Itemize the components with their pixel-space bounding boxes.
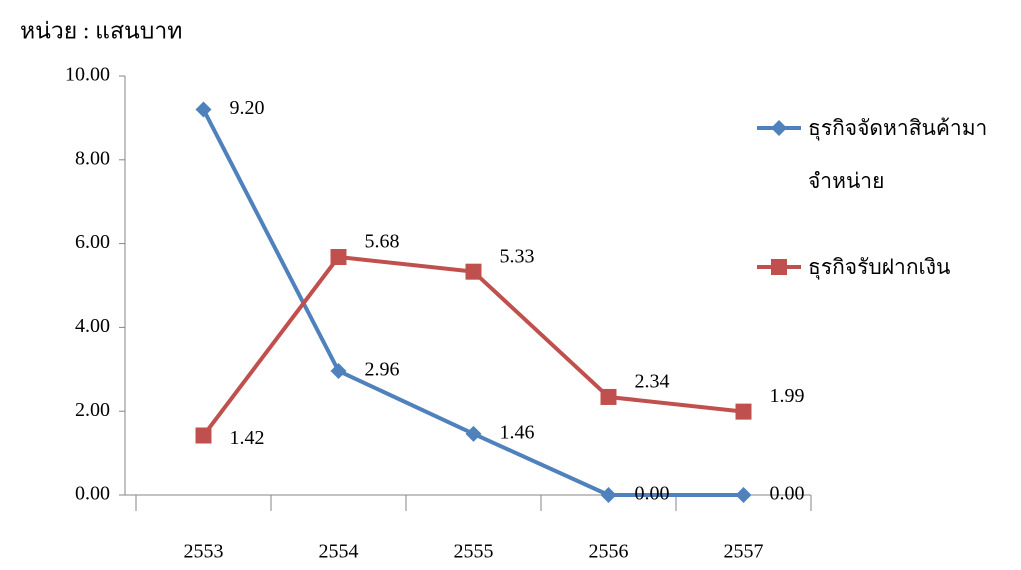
data-label: 2.96 — [365, 359, 400, 381]
point — [600, 388, 617, 405]
data-label: 2.34 — [635, 371, 670, 393]
legend-label: ธุรกิจรับฝากเงิน — [808, 255, 951, 279]
point — [195, 101, 212, 118]
data-label: 5.68 — [365, 231, 400, 253]
x-tick-label: 2556 — [589, 541, 629, 563]
x-tick-label: 2554 — [319, 541, 359, 563]
point — [735, 487, 752, 503]
unit-label: หน่วย : แสนบาท — [20, 18, 182, 43]
data-label: 1.42 — [230, 427, 265, 449]
data-label: 5.33 — [500, 245, 535, 267]
y-tick-label: 0.00 — [75, 483, 110, 505]
point — [330, 249, 347, 266]
point — [465, 263, 482, 280]
y-tick-label: 10.00 — [65, 64, 110, 86]
x-tick-label: 2553 — [184, 541, 224, 563]
point — [771, 259, 787, 275]
point — [195, 427, 212, 444]
y-tick-label: 4.00 — [75, 315, 110, 337]
series-line — [201, 255, 744, 437]
data-label: 1.46 — [500, 421, 535, 443]
point — [330, 362, 347, 379]
point — [771, 120, 787, 136]
x-tick-label: 2555 — [454, 541, 494, 563]
data-label: 1.99 — [770, 385, 805, 407]
x-tick-label: 2557 — [724, 541, 764, 563]
point — [465, 425, 482, 442]
data-label: 0.00 — [770, 483, 805, 505]
y-tick-label: 8.00 — [75, 147, 110, 169]
y-tick-label: 2.00 — [75, 399, 110, 421]
y-tick-label: 6.00 — [75, 231, 110, 253]
legend-label: ธุรกิจจัดหาสินค้ามาจำหน่าย — [808, 116, 988, 193]
data-label: 9.20 — [230, 97, 265, 119]
point — [600, 487, 617, 503]
point — [735, 403, 752, 420]
data-label: 0.00 — [635, 483, 670, 505]
